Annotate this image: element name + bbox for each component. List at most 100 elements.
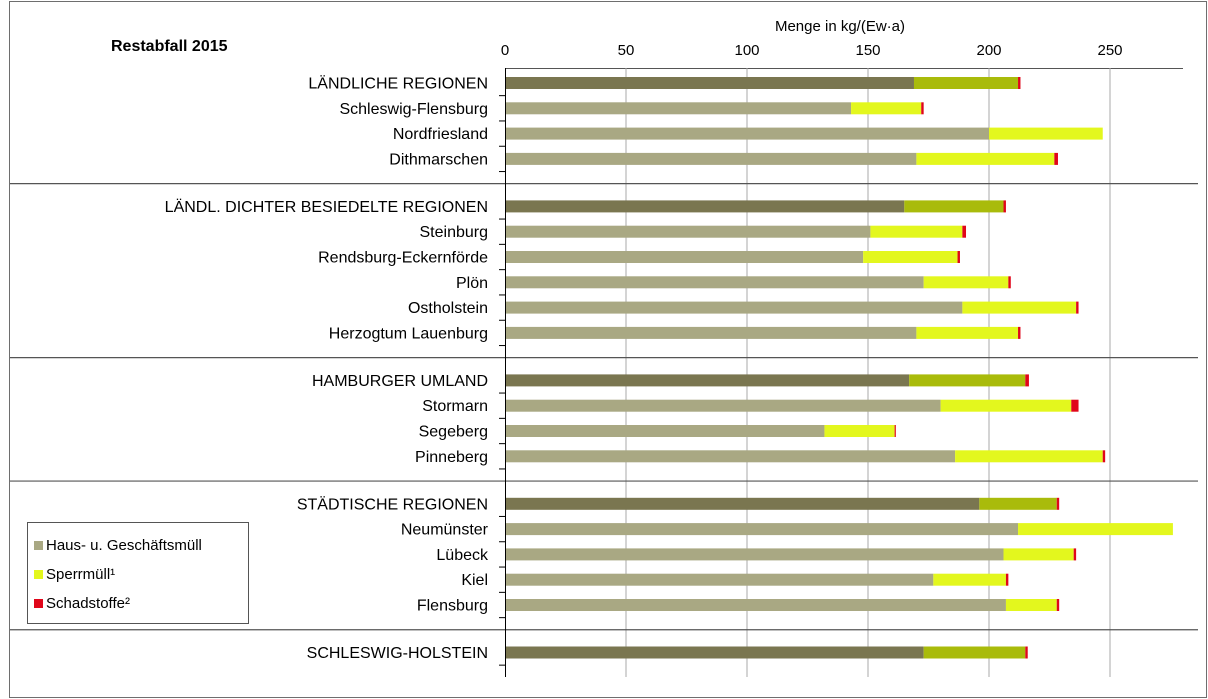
bar-schad-1-4 — [1076, 301, 1079, 314]
category-label-1-5: Herzogtum Lauenburg — [329, 325, 488, 342]
x-tick-label-150: 150 — [855, 42, 880, 59]
bar-haus-0-2 — [505, 127, 989, 140]
x-tick-label-50: 50 — [618, 42, 635, 59]
bar-schad-4-0 — [1025, 646, 1028, 659]
x-ticks: 0 50 100 150 200 250 — [499, 42, 1123, 666]
bar-sperr-1-4 — [962, 301, 1077, 314]
bar-schad-1-3 — [1008, 276, 1011, 289]
bar-sperr-2-1 — [940, 399, 1072, 412]
bar-haus-1-2 — [505, 251, 864, 263]
chart-title: Restabfall 2015 — [111, 38, 228, 55]
bar-schad-1-5 — [1018, 326, 1021, 339]
bar-schad-3-2 — [1073, 548, 1077, 561]
bar-haus-1-4 — [505, 301, 963, 314]
bar-haus-3-4 — [505, 599, 1006, 611]
bar-schad-2-1 — [1071, 399, 1079, 412]
bar-schad-1-2 — [957, 251, 960, 263]
bar-sperr-1-0 — [904, 200, 1004, 213]
group-label-2-0: HAMBURGER UMLAND — [312, 373, 488, 390]
bar-haus-1-1 — [505, 225, 871, 238]
bar-schad-1-1 — [962, 225, 967, 238]
category-label-2-2: Segeberg — [419, 424, 488, 441]
bar-schad-1-0 — [1003, 200, 1006, 213]
bar-haus-1-5 — [505, 326, 917, 339]
bar-haus-2-0 — [505, 374, 910, 387]
category-labels: LÄNDLICHE REGIONEN Schleswig-Flensburg Nor… — [165, 75, 489, 663]
bar-schad-3-3 — [1005, 573, 1009, 586]
bar-sperr-1-2 — [863, 251, 958, 263]
x-tick-label-200: 200 — [976, 42, 1001, 59]
x-tick-label-100: 100 — [734, 42, 759, 59]
bar-haus-3-3 — [505, 573, 934, 586]
legend-label-sperr: Sperrmüll¹ — [46, 566, 116, 583]
bar-haus-3-0 — [505, 497, 980, 510]
bar-haus-2-3 — [505, 450, 956, 463]
legend: Haus- u. Geschäftsmüll Sperrmüll¹ Schads… — [27, 522, 249, 624]
group-label-1-0: LÄNDL. DICHTER BESIEDELTE REGIONEN — [165, 198, 488, 216]
legend-swatch-haus — [34, 541, 43, 550]
category-label-2-3: Pinneberg — [415, 449, 488, 466]
bar-sperr-3-0 — [979, 497, 1057, 510]
group-separators — [10, 183, 1198, 631]
bar-sperr-1-5 — [916, 326, 1019, 339]
bar-sperr-1-1 — [870, 225, 963, 238]
category-label-0-3: Dithmarschen — [389, 151, 488, 168]
legend-item-haus: Haus- u. Geschäftsmüll — [28, 531, 248, 560]
bar-sperr-3-3 — [933, 573, 1006, 586]
bar-haus-2-1 — [505, 399, 941, 412]
bar-sperr-0-1 — [851, 102, 922, 115]
category-label-2-1: Stormarn — [422, 398, 488, 415]
legend-label-haus: Haus- u. Geschäftsmüll — [46, 537, 202, 554]
bar-haus-0-0 — [505, 77, 914, 89]
bar-haus-3-2 — [505, 548, 1004, 561]
category-label-3-4: Flensburg — [417, 598, 488, 615]
legend-item-sperr: Sperrmüll¹ — [28, 560, 248, 589]
category-label-3-3: Kiel — [461, 572, 488, 589]
bar-haus-1-0 — [505, 200, 905, 213]
category-label-0-2: Nordfriesland — [393, 126, 488, 143]
legend-item-schad: Schadstoffe² — [28, 589, 248, 618]
bar-sperr-4-0 — [923, 646, 1026, 659]
bar-schad-0-3 — [1054, 152, 1058, 165]
legend-label-schad: Schadstoffe² — [46, 595, 130, 612]
bar-schad-2-2 — [894, 425, 896, 437]
group-label-4-0: SCHLESWIG-HOLSTEIN — [307, 645, 488, 662]
bar-sperr-0-3 — [916, 152, 1055, 165]
category-label-1-2: Rendsburg-Eckernförde — [318, 250, 488, 267]
category-label-0-1: Schleswig-Flensburg — [339, 101, 488, 118]
group-label-3-0: STÄDTISCHE REGIONEN — [297, 495, 488, 513]
group-label-0-0: LÄNDLICHE REGIONEN — [308, 75, 488, 93]
bar-haus-0-1 — [505, 102, 852, 115]
bar-haus-3-1 — [505, 523, 1019, 536]
category-label-1-1: Steinburg — [420, 224, 489, 241]
bar-schad-0-1 — [921, 102, 924, 115]
bar-haus-4-0 — [505, 646, 924, 659]
x-axis-label: Menge in kg/(Ew·a) — [775, 18, 905, 35]
bar-sperr-2-3 — [955, 450, 1103, 463]
category-label-1-3: Plön — [456, 275, 488, 292]
bar-sperr-0-0 — [913, 77, 1019, 89]
bar-sperr-2-0 — [909, 374, 1026, 387]
bar-schad-3-0 — [1056, 497, 1060, 510]
bar-sperr-3-1 — [1018, 523, 1173, 536]
legend-swatch-sperr — [34, 570, 43, 579]
bar-sperr-1-3 — [923, 276, 1009, 289]
bar-schad-0-0 — [1018, 77, 1021, 89]
bar-sperr-3-2 — [1003, 548, 1074, 561]
x-tick-label-250: 250 — [1097, 42, 1122, 59]
legend-swatch-schad — [34, 599, 43, 608]
x-tick-label-0: 0 — [501, 42, 509, 59]
category-label-1-4: Ostholstein — [408, 300, 488, 317]
bars — [505, 77, 1173, 659]
category-label-3-2: Lübeck — [436, 547, 489, 564]
bar-haus-1-3 — [505, 276, 924, 289]
bar-haus-0-3 — [505, 152, 917, 165]
bar-haus-2-2 — [505, 425, 825, 437]
bar-schad-2-0 — [1025, 374, 1029, 387]
bar-sperr-2-2 — [824, 425, 895, 437]
bar-sperr-3-4 — [1005, 599, 1057, 611]
bar-sperr-0-2 — [989, 127, 1103, 140]
category-label-3-1: Neumünster — [401, 522, 489, 539]
bar-schad-2-3 — [1102, 450, 1106, 463]
bar-schad-3-4 — [1056, 599, 1060, 611]
